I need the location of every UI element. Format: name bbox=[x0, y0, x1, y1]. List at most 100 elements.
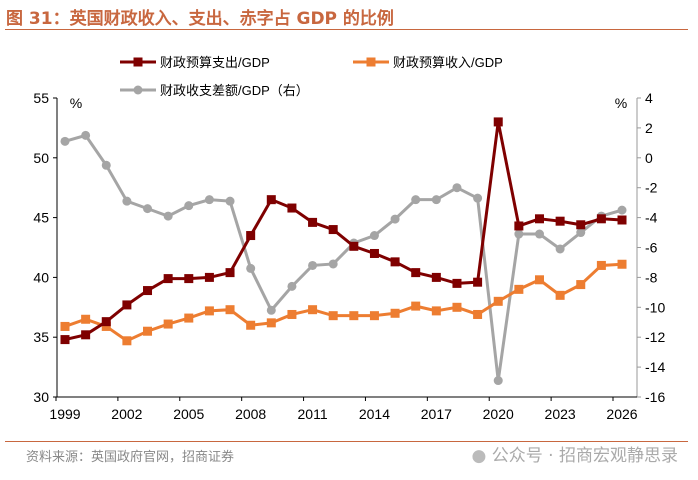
data-point bbox=[204, 195, 214, 205]
title-rule bbox=[5, 29, 688, 30]
legend-marker bbox=[133, 57, 143, 67]
data-point bbox=[81, 130, 91, 140]
data-point bbox=[122, 336, 132, 346]
data-point bbox=[411, 195, 421, 205]
data-point bbox=[308, 217, 318, 227]
data-point bbox=[411, 301, 421, 311]
data-point bbox=[493, 376, 503, 386]
data-point bbox=[328, 225, 338, 235]
data-point bbox=[143, 326, 153, 336]
data-point bbox=[246, 263, 256, 273]
x-tick-label: 2023 bbox=[545, 406, 576, 422]
data-point bbox=[163, 319, 173, 329]
right-tick-label: 4 bbox=[645, 90, 653, 106]
data-point bbox=[617, 205, 627, 215]
series-line-2 bbox=[64, 133, 623, 381]
right-unit-label: % bbox=[615, 95, 627, 111]
data-point bbox=[328, 259, 338, 269]
data-point bbox=[452, 302, 462, 312]
data-point bbox=[101, 160, 111, 170]
data-point bbox=[184, 274, 194, 284]
right-tick-label: -8 bbox=[645, 269, 658, 285]
data-point bbox=[246, 320, 256, 330]
x-tick-label: 1999 bbox=[49, 406, 80, 422]
data-point bbox=[266, 305, 276, 315]
data-point bbox=[349, 311, 359, 321]
data-point bbox=[369, 231, 379, 241]
data-point bbox=[287, 203, 297, 213]
data-point bbox=[390, 214, 400, 224]
data-point bbox=[390, 308, 400, 318]
right-tick-label: -4 bbox=[645, 210, 658, 226]
data-point bbox=[514, 229, 524, 239]
x-tick-label: 2002 bbox=[111, 406, 142, 422]
legend-marker bbox=[366, 57, 376, 67]
left-tick-label: 35 bbox=[33, 329, 49, 345]
right-tick-label: -12 bbox=[645, 329, 665, 345]
data-point bbox=[204, 306, 214, 316]
data-point bbox=[81, 314, 91, 324]
left-unit-label: % bbox=[70, 95, 82, 111]
left-tick-label: 45 bbox=[33, 210, 49, 226]
data-point bbox=[225, 268, 235, 278]
data-point bbox=[101, 317, 111, 327]
left-tick-label: 30 bbox=[33, 389, 49, 405]
data-point bbox=[246, 231, 256, 241]
data-point bbox=[514, 284, 524, 294]
data-point bbox=[617, 215, 627, 225]
data-point bbox=[60, 321, 70, 331]
x-tick-label: 2005 bbox=[173, 406, 204, 422]
data-point bbox=[473, 309, 483, 319]
data-point bbox=[143, 204, 153, 214]
series-line-1 bbox=[64, 262, 623, 343]
left-tick-label: 50 bbox=[33, 150, 49, 166]
data-point bbox=[473, 193, 483, 203]
data-point bbox=[452, 183, 462, 193]
figure-title: 图 31：英国财政收入、支出、赤字占 GDP 的比例 bbox=[6, 9, 394, 29]
right-tick-label: -14 bbox=[645, 359, 665, 375]
data-point bbox=[163, 274, 173, 284]
right-tick-label: -6 bbox=[645, 240, 658, 256]
x-tick-label: 2026 bbox=[606, 406, 637, 422]
data-point bbox=[287, 309, 297, 319]
source-note: 资料来源：英国政府官网，招商证券 bbox=[26, 450, 235, 465]
data-point bbox=[184, 313, 194, 323]
data-point bbox=[514, 221, 524, 231]
right-tick-label: -2 bbox=[645, 180, 658, 196]
watermark: ● 公众号 · 招商宏观静思录 bbox=[472, 441, 678, 466]
x-tick-label: 2008 bbox=[235, 406, 266, 422]
data-point bbox=[60, 335, 70, 345]
data-point bbox=[411, 268, 421, 278]
footer-rule bbox=[5, 441, 688, 442]
data-point bbox=[81, 330, 91, 340]
data-point bbox=[431, 195, 441, 205]
data-point bbox=[369, 248, 379, 258]
x-tick-label: 2014 bbox=[359, 406, 390, 422]
data-point bbox=[225, 305, 235, 315]
legend-marker bbox=[133, 85, 143, 95]
data-point bbox=[266, 318, 276, 328]
data-point bbox=[308, 260, 318, 270]
right-tick-label: -10 bbox=[645, 299, 665, 315]
data-point bbox=[308, 305, 318, 315]
data-point bbox=[287, 281, 297, 291]
data-point bbox=[555, 216, 565, 226]
data-point bbox=[204, 272, 214, 282]
data-point bbox=[534, 214, 544, 224]
data-point bbox=[596, 214, 606, 224]
data-point bbox=[122, 196, 132, 206]
data-point bbox=[60, 136, 70, 146]
data-point bbox=[101, 321, 111, 331]
data-point bbox=[369, 311, 379, 321]
data-point bbox=[328, 311, 338, 321]
data-point bbox=[493, 296, 503, 306]
chart: 30 35 40 45 50 55 -16 -14 -12 -10 -8 -6 -4 -2 0 2 4 1999 2… bbox=[33, 55, 665, 422]
data-point bbox=[555, 290, 565, 300]
legend-label: 财政预算收入/GDP bbox=[393, 55, 503, 70]
data-point bbox=[534, 229, 544, 239]
right-tick-label: -16 bbox=[645, 389, 665, 405]
data-point bbox=[555, 244, 565, 254]
data-point bbox=[452, 278, 462, 288]
data-point bbox=[596, 260, 606, 270]
